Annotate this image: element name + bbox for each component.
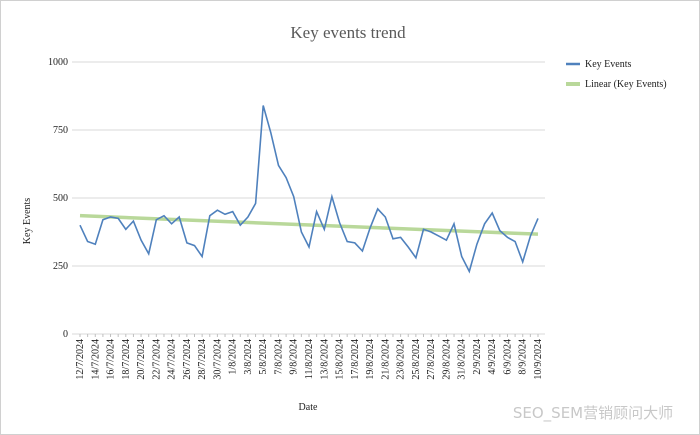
x-tick-label: 29/8/2024	[441, 339, 452, 380]
x-tick-label: 5/8/2024	[258, 339, 269, 375]
x-tick-label: 22/7/2024	[151, 339, 162, 380]
x-tick-label: 30/7/2024	[212, 339, 223, 380]
x-tick-label: 17/8/2024	[350, 339, 361, 380]
y-tick-label: 750	[53, 125, 68, 136]
x-tick-label: 7/8/2024	[273, 339, 284, 375]
x-tick-label: 20/7/2024	[136, 339, 147, 380]
x-tick-label: 26/7/2024	[182, 339, 193, 380]
x-tick-label: 18/7/2024	[121, 339, 132, 380]
x-tick-label: 8/9/2024	[518, 339, 529, 375]
x-tick-label: 9/8/2024	[289, 339, 300, 375]
watermark: SEO_SEM营销顾问大师	[513, 404, 673, 423]
x-tick-label: 23/8/2024	[396, 339, 407, 380]
y-tick-label: 250	[53, 261, 68, 272]
chart-title: Key events trend	[290, 23, 406, 42]
x-tick-label: 19/8/2024	[365, 339, 376, 380]
legend-label: Linear (Key Events)	[585, 79, 667, 90]
x-tick-label: 4/9/2024	[487, 339, 498, 375]
x-tick-label: 13/8/2024	[319, 339, 330, 380]
x-axis-label: Date	[299, 402, 318, 413]
x-tick-label: 3/8/2024	[243, 339, 254, 375]
x-tick-label: 10/9/2024	[533, 339, 544, 380]
legend-label: Key Events	[585, 59, 631, 70]
x-tick-label: 11/8/2024	[304, 339, 315, 379]
trendline	[79, 213, 539, 236]
x-tick-label: 14/7/2024	[90, 339, 101, 380]
data-line	[79, 105, 539, 274]
x-tick-label: 24/7/2024	[167, 339, 178, 380]
x-tick-label: 21/8/2024	[380, 339, 391, 380]
y-axis-label: Key Events	[22, 198, 33, 244]
x-tick-label: 25/8/2024	[411, 339, 422, 380]
x-tick-label: 12/7/2024	[75, 339, 86, 380]
x-tick-label: 6/9/2024	[502, 339, 513, 375]
y-tick-label: 0	[63, 329, 68, 340]
x-tick-label: 28/7/2024	[197, 339, 208, 380]
y-tick-label: 1000	[48, 57, 68, 68]
x-tick-label: 31/8/2024	[457, 339, 468, 380]
x-tick-label: 2/9/2024	[472, 339, 483, 375]
x-tick-label: 1/8/2024	[228, 339, 239, 375]
y-tick-label: 500	[53, 193, 68, 204]
x-tick-label: 27/8/2024	[426, 339, 437, 380]
x-tick-label: 15/8/2024	[335, 339, 346, 380]
x-tick-label: 16/7/2024	[106, 339, 117, 380]
